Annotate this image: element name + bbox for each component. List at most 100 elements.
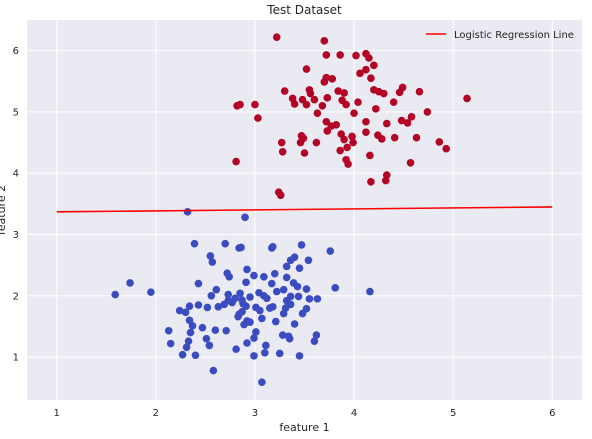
y-tick-label: 2 (13, 291, 19, 302)
class-red-point (381, 176, 390, 185)
class-blue-point (228, 298, 236, 307)
class-blue-point (260, 273, 268, 281)
class-red-point (302, 65, 311, 73)
class-red-point (403, 119, 412, 127)
class-red-point (296, 138, 305, 147)
class-blue-point (236, 289, 244, 298)
class-red-point (280, 87, 289, 95)
x-tick-label: 5 (450, 408, 456, 419)
class-blue-point (185, 302, 194, 311)
class-blue-point (202, 334, 211, 343)
class-blue-point (205, 341, 214, 350)
class-blue-point (183, 208, 192, 216)
class-blue-point (222, 326, 231, 335)
class-blue-point (295, 352, 304, 360)
class-blue-point (271, 317, 280, 326)
class-red-point (320, 37, 329, 45)
class-red-point (389, 98, 398, 106)
class-red-point (350, 109, 358, 117)
class-red-point (251, 100, 259, 109)
class-blue-point (295, 264, 304, 273)
class-blue-point (302, 285, 311, 293)
class-red-point (366, 151, 374, 160)
class-red-point (463, 94, 471, 103)
class-blue-point (212, 285, 221, 294)
class-blue-point (237, 243, 245, 252)
class-blue-point (331, 284, 340, 292)
class-red-point (354, 98, 362, 106)
class-blue-point (232, 345, 240, 353)
class-red-point (306, 89, 315, 98)
class-blue-point (225, 273, 233, 281)
class-blue-point (250, 271, 258, 280)
class-blue-point (267, 279, 276, 288)
class-blue-point (252, 328, 260, 336)
x-tick-label: 6 (549, 408, 555, 419)
class-blue-point (282, 273, 291, 282)
y-tick-label: 6 (13, 46, 19, 57)
class-red-point (367, 178, 375, 186)
class-red-point (340, 135, 348, 144)
y-tick-label: 1 (13, 353, 19, 364)
class-blue-point (186, 328, 195, 337)
chart-title: Test Dataset (266, 3, 342, 17)
y-axis-label: feature 2 (0, 185, 8, 235)
class-red-point (332, 121, 341, 129)
class-blue-point (111, 290, 120, 299)
class-red-point (276, 191, 285, 200)
class-red-point (272, 33, 281, 41)
x-tick-label: 1 (54, 408, 60, 419)
class-red-point (336, 146, 344, 155)
class-red-point (390, 133, 399, 142)
regression-line-group (56, 206, 553, 213)
class-red-point (313, 109, 322, 117)
class-red-point (328, 75, 337, 83)
class-blue-point (194, 279, 203, 288)
class-blue-point (211, 326, 220, 334)
class-red-point (320, 78, 329, 86)
class-blue-point (178, 350, 187, 359)
class-blue-point (214, 303, 223, 311)
class-red-point (312, 138, 321, 147)
class-blue-point (188, 322, 197, 330)
class-blue-point (164, 326, 173, 335)
class-blue-point (258, 314, 266, 323)
class-blue-point (203, 303, 212, 312)
class-red-point (378, 135, 386, 143)
class-red-point (372, 105, 380, 113)
class-blue-point (234, 312, 242, 321)
class-blue-point (147, 288, 155, 296)
class-blue-point (293, 282, 302, 291)
class-blue-point (243, 265, 251, 274)
class-blue-point (206, 252, 215, 260)
class-blue-point (256, 306, 264, 315)
y-tick-label: 4 (13, 169, 19, 180)
class-red-point (348, 132, 356, 141)
class-blue-point (209, 366, 218, 375)
class-red-point (365, 54, 373, 62)
class-blue-point (242, 278, 250, 287)
legend: Logistic Regression Line (426, 30, 574, 41)
class-blue-point (312, 331, 321, 339)
class-blue-point (260, 292, 268, 300)
class-red-point (415, 87, 424, 96)
class-red-point (362, 128, 370, 136)
class-blue-point (175, 306, 184, 315)
class-red-point (352, 51, 360, 60)
class-red-point (323, 94, 332, 102)
class-blue-point (266, 304, 274, 312)
class-red-point (435, 138, 444, 146)
class-blue-point (366, 287, 374, 296)
class-blue-point (181, 308, 190, 317)
class-blue-point (221, 239, 230, 248)
class-blue-point (272, 287, 281, 296)
class-blue-point (326, 247, 335, 255)
class-blue-point (313, 295, 322, 303)
class-red-point (322, 117, 331, 126)
class-red-point (334, 87, 342, 95)
data-points (111, 33, 471, 387)
class-red-point (277, 138, 286, 147)
y-tick-label: 5 (13, 107, 19, 118)
class-blue-point (268, 242, 277, 251)
